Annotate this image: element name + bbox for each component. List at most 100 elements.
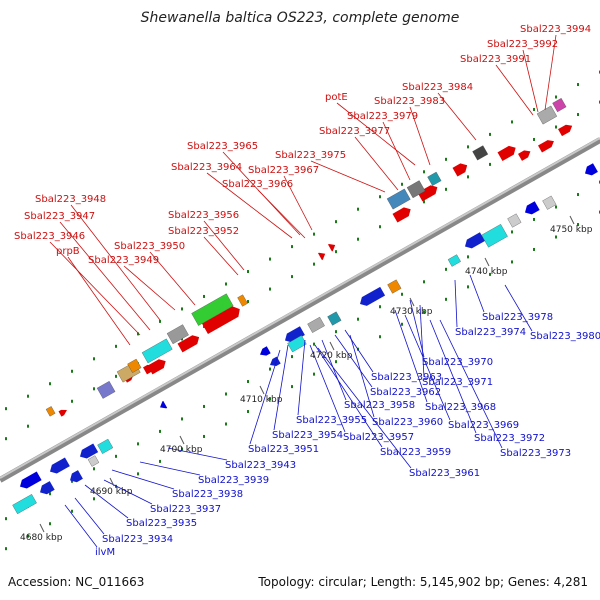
leader-line: [257, 189, 306, 239]
leader-line: [103, 479, 153, 505]
gene-feature[interactable]: [78, 443, 99, 461]
gene-label-bottom: ilvM: [95, 547, 115, 558]
tick-label: 4710 kbp: [240, 395, 283, 405]
leader-line: [64, 504, 98, 548]
leader-line: [334, 334, 373, 388]
gene-feature[interactable]: [452, 161, 470, 177]
gene-feature[interactable]: [141, 338, 173, 364]
leader-line: [84, 484, 129, 519]
gene-feature[interactable]: [386, 188, 411, 210]
leader-line: [495, 64, 534, 116]
leader-line: [382, 121, 411, 181]
gene-feature[interactable]: [472, 145, 489, 161]
leader-line: [74, 497, 105, 535]
gene-feature[interactable]: [283, 326, 305, 345]
gene-feature[interactable]: [97, 438, 114, 454]
gene-label-bottom: Sbal223_3937: [150, 504, 221, 515]
gene-feature[interactable]: [237, 294, 248, 307]
gene-feature[interactable]: [177, 333, 202, 353]
gene-feature[interactable]: [268, 356, 281, 369]
gene-feature[interactable]: [507, 213, 522, 228]
gene-feature[interactable]: [417, 183, 440, 202]
gene-feature[interactable]: [583, 163, 598, 178]
tick-label: 4680 kbp: [20, 533, 63, 543]
gene-feature[interactable]: [406, 180, 426, 199]
gene-feature[interactable]: [497, 143, 519, 162]
gene-feature[interactable]: [518, 148, 532, 161]
gene-label-bottom: Sbal223_3957: [343, 432, 414, 443]
leader-line: [394, 309, 428, 403]
gene-feature[interactable]: [392, 205, 414, 223]
gene-feature[interactable]: [542, 195, 557, 210]
gene-label-top: Sbal223_3967: [248, 165, 319, 176]
gene-feature[interactable]: [143, 362, 156, 375]
gene-labels: Sbal223_3994 Sbal223_3992 Sbal223_3991 Sbal…: [14, 24, 600, 558]
gene-feature[interactable]: [48, 457, 70, 476]
leader-line: [70, 204, 161, 321]
leader-line: [336, 102, 416, 166]
gene-feature[interactable]: [258, 346, 271, 358]
tick-label: 4750 kbp: [550, 225, 593, 235]
gene-feature[interactable]: [318, 250, 327, 261]
gene-feature[interactable]: [38, 481, 55, 497]
gene-label-bottom: Sbal223_3974: [455, 327, 526, 338]
gene-feature[interactable]: [191, 293, 234, 326]
leader-line: [310, 160, 386, 193]
gene-feature[interactable]: [58, 407, 69, 417]
gene-label-bottom: Sbal223_3978: [482, 312, 553, 323]
gene-label-top: Sbal223_3956: [168, 210, 239, 221]
gene-feature[interactable]: [558, 122, 574, 137]
gene-label-top: Sbal223_3979: [347, 111, 418, 122]
scale-tick: [179, 435, 185, 445]
scale-tick: [484, 257, 490, 267]
gene-label-top: Sbal223_3947: [24, 211, 95, 222]
gene-label-top: Sbal223_3950: [114, 241, 185, 252]
leader-line: [544, 34, 557, 111]
gene-feature[interactable]: [127, 358, 142, 373]
gene-feature[interactable]: [358, 286, 386, 309]
gene-feature[interactable]: [463, 232, 485, 251]
gene-label-bottom: Sbal223_3972: [474, 433, 545, 444]
gene-feature[interactable]: [536, 105, 558, 125]
leader-line: [314, 344, 383, 448]
scale-tick: [329, 341, 335, 351]
gene-label-top: Sbal223_3949: [88, 255, 159, 266]
scale-tick: [39, 523, 45, 533]
gene-label-top: potE: [325, 92, 348, 103]
gene-label-bottom: Sbal223_3959: [380, 447, 451, 458]
leader-line: [249, 349, 281, 445]
gene-feature[interactable]: [287, 335, 307, 353]
gene-feature[interactable]: [327, 311, 342, 326]
gene-feature[interactable]: [12, 494, 37, 515]
gene-feature[interactable]: [447, 254, 461, 267]
gene-feature[interactable]: [552, 98, 567, 113]
gene-label-top: Sbal223_3946: [14, 231, 85, 242]
gene-label-bottom: Sbal223_3958: [344, 400, 415, 411]
gene-feature[interactable]: [68, 470, 83, 485]
gene-feature[interactable]: [523, 201, 540, 217]
leader-line: [409, 106, 431, 166]
gene-feature[interactable]: [387, 279, 402, 294]
genome-backbone: [0, 137, 600, 483]
gene-feature[interactable]: [18, 471, 42, 491]
leader-line: [469, 274, 485, 313]
leader-line: [283, 175, 313, 231]
gene-feature[interactable]: [307, 316, 325, 333]
gene-label-top: Sbal223_3965: [187, 141, 258, 152]
gene-feature[interactable]: [328, 242, 337, 252]
gene-feature[interactable]: [158, 400, 168, 411]
gene-label-bottom: Sbal223_3934: [102, 534, 173, 545]
leader-line: [59, 221, 151, 331]
gene-feature[interactable]: [166, 324, 189, 345]
gene-feature[interactable]: [147, 357, 169, 375]
gene-feature[interactable]: [427, 171, 442, 186]
accession-text: Accession: NC_011663: [8, 575, 145, 589]
gene-feature[interactable]: [96, 381, 116, 399]
leader-line: [203, 236, 239, 276]
gene-feature[interactable]: [87, 455, 100, 467]
gene-feature[interactable]: [45, 406, 56, 417]
gene-feature[interactable]: [202, 304, 243, 335]
leader-line: [349, 334, 375, 418]
gene-feature[interactable]: [538, 138, 556, 153]
gene-feature[interactable]: [481, 224, 508, 248]
